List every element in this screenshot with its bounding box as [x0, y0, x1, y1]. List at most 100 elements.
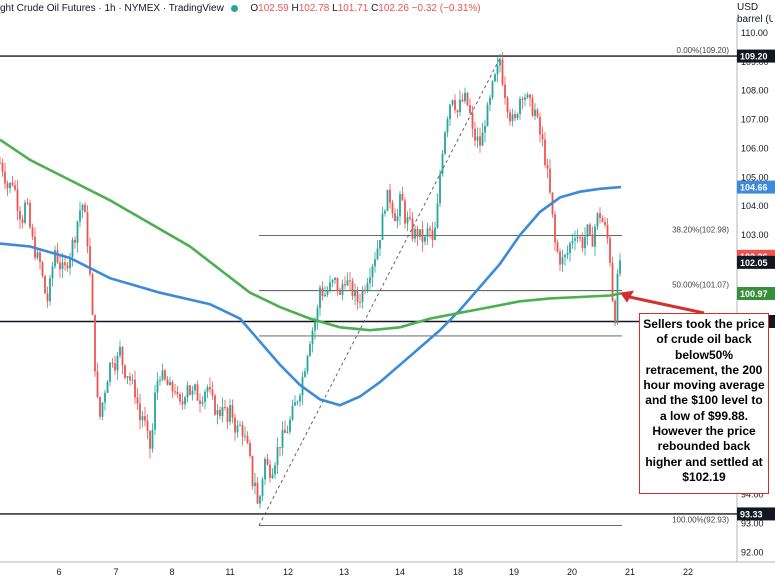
candle-body	[6, 183, 9, 189]
moving-averages	[0, 138, 622, 407]
fib-level-label: 0.00%(109.20)	[677, 46, 730, 55]
price-tag-box	[737, 507, 775, 521]
candle-body	[194, 384, 196, 391]
candle-body	[534, 109, 536, 116]
candle-body	[416, 228, 419, 237]
candle-body	[566, 253, 569, 255]
currency-unit[interactable]: USD barrel (US	[737, 2, 773, 26]
candle-body	[64, 262, 66, 266]
candle-body	[439, 174, 441, 204]
high-value: 102.78	[298, 3, 330, 14]
candle-body	[16, 189, 19, 211]
candle-body	[271, 474, 274, 479]
candle-body	[459, 99, 461, 113]
candle-body	[489, 97, 491, 105]
unit-label: barrel (US	[737, 14, 773, 25]
y-tick-label: 107.00	[741, 115, 769, 125]
chart-legend-header: ght Crude Oil Futures · 1h · NYMEX · Tra…	[0, 0, 737, 18]
candle-body	[274, 465, 276, 475]
candle-body	[69, 256, 71, 269]
candle-body	[291, 405, 294, 420]
candle-body	[99, 397, 101, 417]
candle-body	[189, 385, 191, 395]
candle-body	[39, 252, 41, 263]
x-tick-label: 12	[283, 567, 293, 577]
candle-body	[451, 100, 454, 105]
candle-body	[541, 134, 544, 140]
candle-body	[154, 392, 156, 430]
candle-body	[129, 376, 131, 381]
candle-body	[176, 392, 179, 395]
candle-body	[269, 464, 271, 479]
market-status-icon	[230, 4, 238, 12]
candle-body	[314, 322, 316, 331]
y-tick-label: 92.00	[741, 547, 764, 557]
x-tick-label: 20	[567, 567, 577, 577]
candle-body	[156, 381, 159, 393]
candle-body	[54, 250, 56, 267]
time-axis[interactable]: 6 7 8 11 12 13 14 18 19 20 21 22	[56, 567, 693, 577]
candle-body	[236, 425, 239, 433]
candle-body	[506, 97, 509, 113]
candle-body	[374, 259, 376, 267]
candle-body	[526, 94, 529, 98]
fib-trendline	[258, 55, 502, 526]
candle-body	[446, 119, 449, 133]
candle-body	[191, 390, 194, 395]
symbol-title[interactable]: ght Crude Oil Futures · 1h · NYMEX · Tra…	[0, 3, 224, 14]
candle-body	[1, 162, 4, 172]
annotation-callout[interactable]: Sellers took the price of crude oil back…	[639, 313, 769, 494]
candle-body	[376, 248, 379, 260]
candle-body	[591, 234, 594, 247]
candle-body	[306, 356, 309, 372]
y-tick-label: 93.00	[741, 518, 764, 528]
candle-body	[504, 84, 506, 98]
candle-body	[524, 97, 526, 100]
candle-body	[56, 250, 59, 263]
y-tick-label: 104.00	[741, 201, 769, 211]
candle-body	[149, 430, 151, 449]
candle-body	[426, 228, 429, 237]
candle-body	[126, 376, 129, 378]
candle-body	[469, 105, 471, 114]
candle-body	[616, 273, 619, 324]
y-tick-label: 103.00	[741, 230, 769, 240]
candle-body	[536, 109, 539, 117]
candle-body	[174, 391, 176, 393]
candle-body	[406, 217, 409, 224]
candle-body	[141, 416, 144, 421]
candle-body	[36, 252, 39, 258]
candle-body	[114, 363, 116, 371]
high-label: H	[291, 3, 299, 14]
candle-body	[19, 210, 21, 220]
arrow-shaft	[627, 295, 705, 315]
candle-body	[246, 435, 249, 444]
candle-body	[214, 395, 216, 415]
candle-body	[521, 98, 524, 100]
candle-body	[276, 447, 279, 466]
candle-body	[581, 237, 584, 249]
candle-body	[496, 65, 499, 75]
candle-body	[516, 113, 519, 119]
candle-body	[559, 251, 561, 265]
candle-body	[349, 280, 351, 282]
candle-body	[66, 265, 69, 269]
candle-body	[359, 301, 361, 303]
candle-body	[84, 204, 86, 213]
candle-body	[61, 262, 64, 270]
candle-body	[414, 228, 416, 239]
candle-body	[9, 182, 11, 189]
candle-body	[264, 458, 266, 480]
candle-body	[511, 114, 514, 122]
candle-body	[326, 290, 329, 295]
candle-body	[41, 262, 44, 276]
candle-body	[74, 239, 76, 243]
chart-grid	[0, 18, 775, 563]
candle-body	[611, 262, 614, 301]
ohlc-values: O102.59 H102.78 L101.71 C102.26 −0.32 (−…	[250, 3, 480, 14]
candle-body	[159, 379, 161, 382]
candle-body	[556, 242, 559, 252]
candle-body	[261, 479, 264, 497]
x-tick-label: 19	[509, 567, 519, 577]
